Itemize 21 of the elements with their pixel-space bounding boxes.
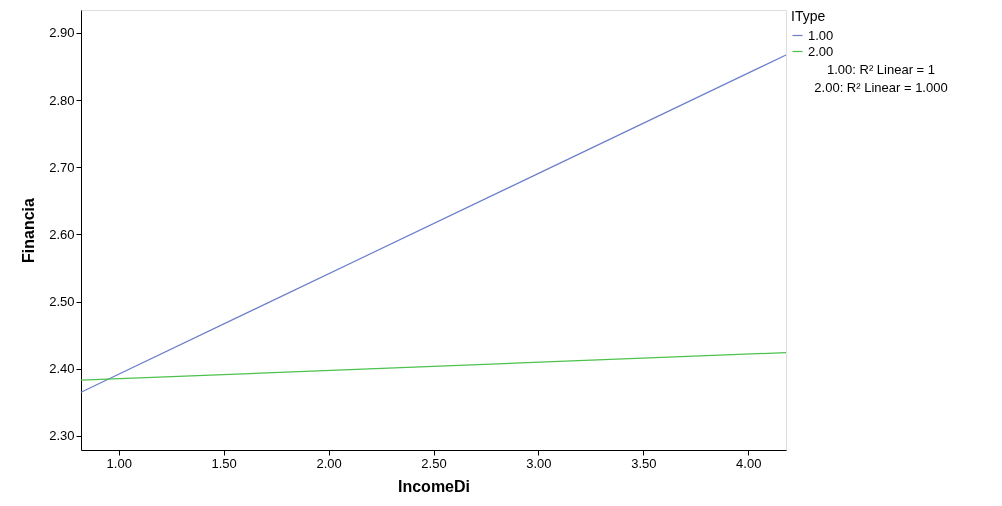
- y-tick-label: 2.40: [49, 361, 75, 377]
- x-tick-label: 3.50: [631, 455, 657, 471]
- x-tick-label: 1.50: [211, 455, 237, 471]
- text: 2.00: R² Linear = 1.000: [814, 79, 948, 95]
- y-tick-label: 2.70: [49, 159, 75, 175]
- legend-title: IType: [791, 8, 826, 24]
- y-tick-label: 2.90: [49, 25, 75, 41]
- y-tick-label: 2.30: [49, 428, 75, 444]
- x-tick-label: 2.50: [421, 455, 447, 471]
- legend-label: 2.00: [808, 43, 834, 59]
- y-tick-label: 2.80: [49, 92, 75, 108]
- text: 1.00: R² Linear = 1: [826, 62, 936, 78]
- x-tick-label: 3.00: [526, 455, 552, 471]
- x-tick-label: 4.00: [736, 455, 762, 471]
- y-tick-label: 2.60: [49, 226, 75, 242]
- y-tick-label: 2.50: [49, 294, 75, 310]
- legend-label: 1.00: [808, 27, 834, 43]
- x-tick-label: 2.00: [316, 455, 342, 471]
- x-tick-label: 1.00: [106, 455, 132, 471]
- y-axis-title: Financia: [20, 197, 38, 263]
- x-axis-title: IncomeDi: [397, 477, 471, 495]
